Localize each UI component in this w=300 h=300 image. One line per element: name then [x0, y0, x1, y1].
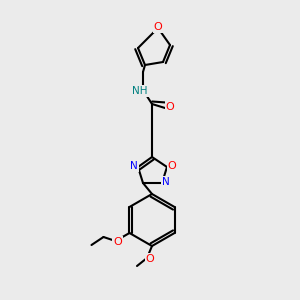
Text: N: N [162, 177, 170, 187]
Text: O: O [154, 22, 162, 32]
Text: O: O [168, 161, 176, 171]
Text: O: O [113, 237, 122, 247]
Text: O: O [166, 102, 174, 112]
Text: N: N [130, 161, 138, 171]
Text: O: O [146, 254, 154, 264]
Text: NH: NH [132, 86, 148, 96]
